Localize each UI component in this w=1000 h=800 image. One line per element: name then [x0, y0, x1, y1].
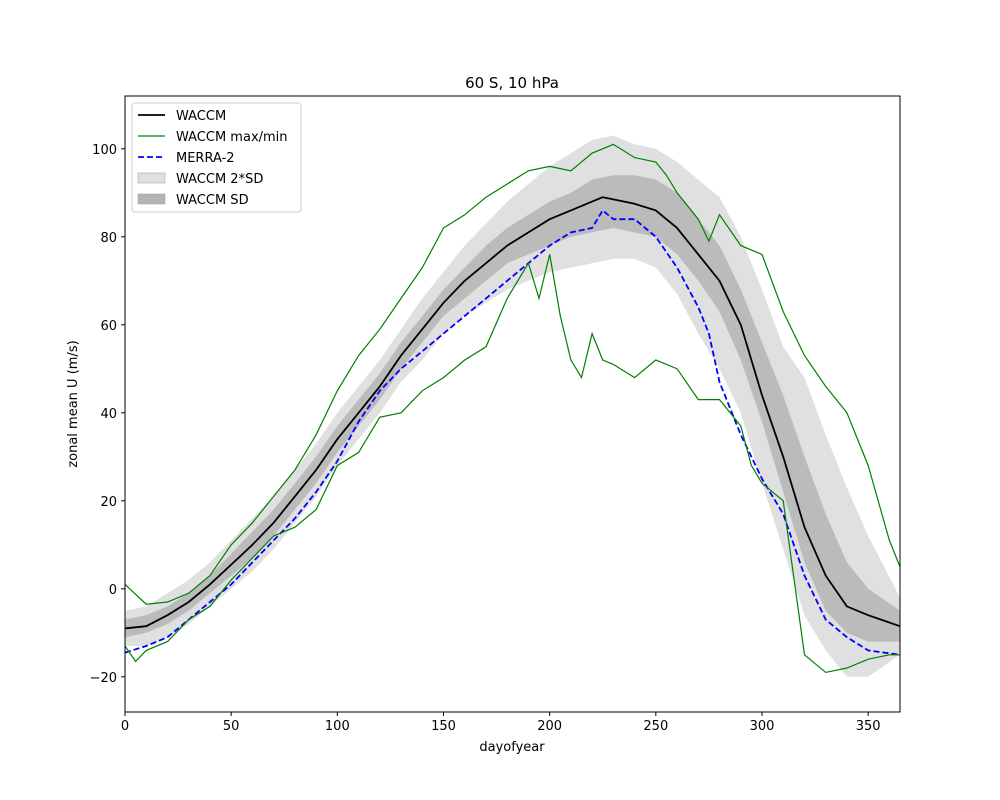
- legend-swatch-waccm-sd: [137, 193, 166, 205]
- y-tick-label: −20: [90, 671, 117, 686]
- x-axis: 0 50 100 150 200 250 300 350: [121, 712, 881, 734]
- series-waccm-max-min: [124, 143, 901, 605]
- x-axis-label: dayofyear: [479, 740, 545, 755]
- legend-swatch-waccm-2-sd: [137, 172, 166, 184]
- chart-title: 60 S, 10 hPa: [465, 74, 559, 92]
- legend-label-waccm-sd: WACCM SD: [176, 193, 249, 208]
- y-axis-label: zonal mean U (m/s): [66, 340, 81, 467]
- plot-area: [124, 135, 901, 677]
- x-tick-label: 350: [856, 719, 881, 734]
- x-tick-label: 250: [643, 719, 668, 734]
- x-tick-label: 200: [537, 719, 562, 734]
- y-tick-label: 100: [92, 143, 117, 158]
- y-tick-label: 40: [100, 407, 117, 422]
- x-tick-label: 100: [325, 719, 350, 734]
- legend-label-waccm-max-min: WACCM max/min: [176, 130, 288, 145]
- series-waccm: [124, 196, 901, 630]
- legend-label-waccm-2-sd: WACCM 2*SD: [176, 172, 263, 187]
- legend-box: [131, 102, 302, 213]
- legend-label-merra-2: MERRA-2: [176, 151, 235, 166]
- legend-label-waccm: WACCM: [176, 109, 226, 124]
- x-tick-label: 300: [750, 719, 775, 734]
- y-tick-label: 0: [109, 583, 117, 598]
- x-tick-label: 50: [223, 719, 240, 734]
- legend: WACCM WACCM max/min MERRA-2 WACCM 2*SD WACCM…: [131, 102, 302, 213]
- y-tick-label: 60: [100, 319, 117, 334]
- y-tick-label: 80: [100, 231, 117, 246]
- x-tick-label: 0: [121, 719, 129, 734]
- y-axis: −20 0 20 40 60 80 100: [90, 143, 125, 686]
- plot-frame: [124, 95, 901, 713]
- x-tick-label: 150: [431, 719, 456, 734]
- band-waccm-sd: [125, 175, 900, 642]
- y-tick-label: 20: [100, 495, 117, 510]
- series-waccm-min: [124, 254, 900, 674]
